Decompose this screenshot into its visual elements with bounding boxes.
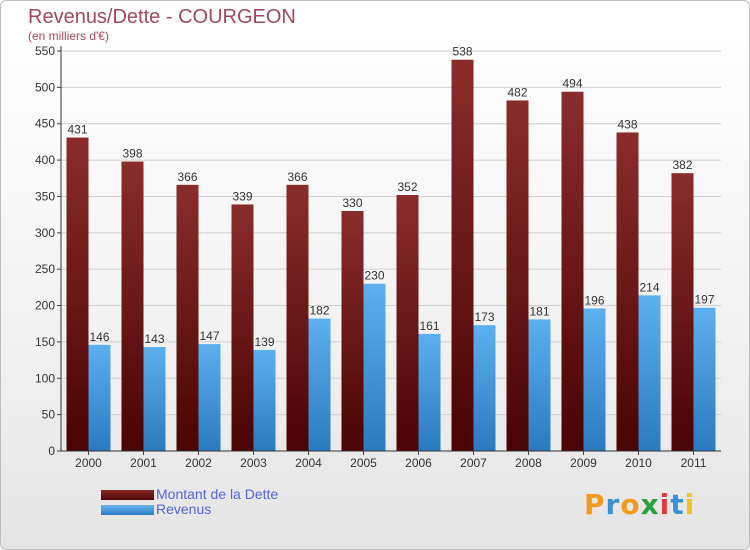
data-label: 230 — [364, 269, 384, 283]
data-label: 161 — [419, 319, 439, 333]
data-label: 143 — [144, 332, 164, 346]
legend-dette-label: Montant de la Dette — [156, 486, 279, 502]
data-label: 382 — [672, 158, 692, 172]
x-tick-label: 2001 — [130, 456, 157, 470]
dette-bar — [396, 195, 419, 451]
x-tick-label: 2000 — [75, 456, 102, 470]
legend-dette-swatch — [101, 490, 154, 500]
dette-bar — [616, 132, 639, 452]
logo-letter: r — [605, 488, 621, 521]
revenus-bar — [473, 325, 496, 451]
x-tick-label: 2009 — [570, 456, 597, 470]
revenus-bar — [363, 283, 386, 451]
dette-bar — [121, 161, 144, 451]
dette-bar — [671, 173, 694, 451]
axes: 0 50 100 150 200 250 300 350 400 450 500 550 2000 200… — [35, 44, 721, 470]
revenus-bar — [638, 295, 661, 451]
x-tick-label: 2006 — [405, 456, 432, 470]
data-label: 196 — [584, 293, 604, 307]
dette-bar — [451, 59, 474, 452]
data-label: 366 — [287, 170, 307, 184]
dette-bar — [286, 184, 309, 451]
x-tick-label: 2007 — [460, 456, 487, 470]
data-label: 352 — [397, 180, 417, 194]
revenus-bar — [418, 333, 441, 451]
revenus-bar — [198, 344, 221, 451]
revenus-bar — [528, 319, 551, 451]
data-label: 181 — [529, 304, 549, 318]
logo-letter: o — [620, 488, 641, 521]
x-tick-label: 2005 — [350, 456, 377, 470]
y-tick-label: 500 — [35, 80, 55, 94]
dette-bar — [341, 211, 364, 451]
y-tick-label: 50 — [42, 408, 56, 422]
data-label: 197 — [694, 293, 714, 307]
data-label: 182 — [309, 304, 329, 318]
dette-bar — [231, 204, 254, 451]
data-label: 146 — [89, 330, 109, 344]
y-tick-label: 100 — [35, 371, 55, 385]
y-tick-label: 350 — [35, 189, 55, 203]
data-label: 173 — [474, 310, 494, 324]
y-tick-label: 400 — [35, 153, 55, 167]
data-label: 330 — [342, 196, 362, 210]
y-tick-label: 550 — [35, 44, 55, 58]
y-tick-label: 450 — [35, 117, 55, 131]
x-tick-label: 2010 — [625, 456, 652, 470]
x-tick-label: 2004 — [295, 456, 322, 470]
dette-bar — [561, 91, 584, 452]
revenus-bar — [693, 307, 716, 451]
legend-revenus-label: Revenus — [156, 501, 212, 517]
chart-subtitle: (en milliers d'€) — [28, 29, 109, 43]
x-tick-label: 2011 — [681, 456, 707, 470]
x-tick-label: 2002 — [185, 456, 212, 470]
legend-revenus-swatch — [101, 505, 154, 515]
y-tick-label: 200 — [35, 299, 55, 313]
y-tick-label: 250 — [35, 262, 55, 276]
data-label: 438 — [617, 117, 637, 131]
data-label: 494 — [562, 77, 582, 91]
data-label: 147 — [199, 329, 219, 343]
y-tick-label: 150 — [35, 335, 55, 349]
value-labels: 431 146 398 143 366 147 339 139 366 182 330 230 352 1… — [67, 45, 714, 349]
bars — [66, 59, 716, 452]
data-label: 398 — [122, 147, 142, 161]
data-label: 366 — [177, 170, 197, 184]
logo-letter: P — [584, 488, 606, 521]
data-label: 214 — [639, 280, 659, 294]
data-label: 431 — [67, 123, 87, 137]
dette-bar — [66, 137, 89, 451]
data-label: 339 — [232, 189, 252, 203]
y-tick-label: 0 — [48, 444, 55, 458]
dette-bar — [176, 184, 199, 451]
revenus-bar — [308, 318, 331, 451]
dette-bar — [506, 100, 529, 452]
proxiti-logo: Proxiti — [584, 488, 695, 521]
revenus-bar — [583, 308, 606, 451]
chart-title: Revenus/Dette - COURGEON — [28, 6, 296, 28]
logo-letter: t — [670, 488, 685, 521]
logo-letter: x — [640, 488, 660, 521]
logo-letter: i — [684, 488, 696, 521]
revenus-bar — [253, 349, 276, 451]
data-label: 482 — [507, 85, 527, 99]
y-tick-label: 300 — [35, 226, 55, 240]
logo-letter: i — [659, 488, 671, 521]
x-tick-label: 2008 — [515, 456, 542, 470]
data-label: 538 — [452, 45, 472, 59]
revenus-bar — [143, 347, 166, 451]
x-tick-label: 2003 — [240, 456, 267, 470]
grid-lines — [61, 50, 721, 452]
revenus-bar — [88, 344, 111, 451]
data-label: 139 — [254, 335, 274, 349]
